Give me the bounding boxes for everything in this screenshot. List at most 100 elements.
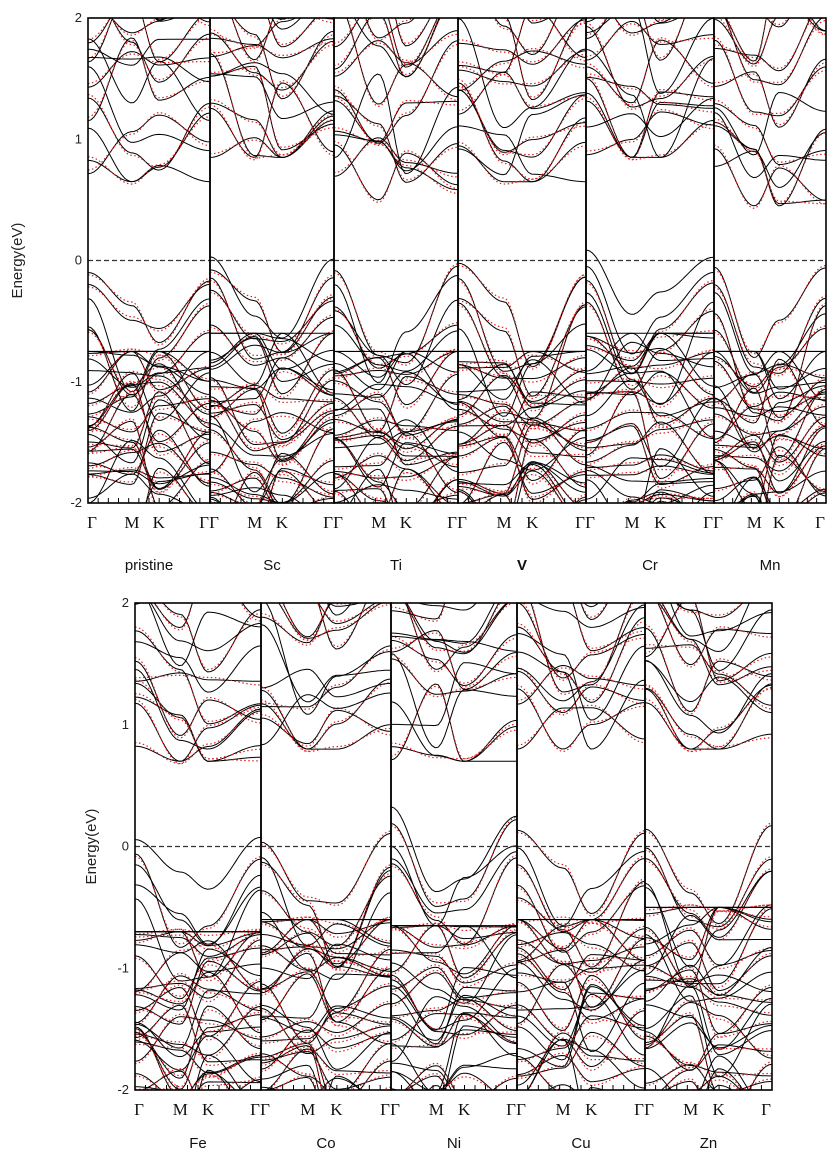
conduction-band (526, 18, 550, 24)
valence-band-spin-down (88, 348, 210, 394)
valence-band (665, 1063, 772, 1090)
valence-band-spin-down (88, 418, 210, 503)
valence-band (586, 411, 714, 440)
k-point-label: Γ (634, 1100, 644, 1119)
conduction-band (334, 137, 458, 177)
valence-band-spin-down (391, 951, 517, 988)
valence-band (261, 973, 391, 1019)
conduction-band-spin-down (210, 18, 294, 54)
valence-band (714, 291, 826, 374)
k-point-label: M (247, 513, 262, 532)
conduction-band (458, 50, 586, 87)
valence-band-spin-down (586, 364, 714, 429)
valence-band-spin-down (469, 467, 567, 503)
conduction-band (334, 100, 458, 143)
valence-band (135, 1021, 261, 1058)
valence-band-spin-down (391, 964, 517, 1002)
valence-band (696, 1075, 742, 1090)
valence-band-spin-down (261, 946, 391, 996)
k-point-label: Γ (644, 1100, 654, 1119)
y-tick-label: 1 (75, 131, 82, 146)
conduction-band-spin-down (405, 603, 501, 652)
valence-band-spin-down (261, 970, 391, 1043)
panel-cr: Γ M K Γ Cr (585, 17, 715, 574)
valence-band-spin-down (645, 1101, 772, 1130)
conduction-band-spin-down (261, 603, 330, 646)
panel-label: Cu (571, 1135, 590, 1152)
k-point-label: Γ (134, 1100, 144, 1119)
conduction-band-spin-down (586, 74, 714, 161)
valence-band-spin-down (334, 417, 458, 439)
valence-band-spin-down (261, 916, 391, 958)
valence-band (334, 350, 458, 378)
valence-band (261, 857, 391, 969)
valence-band (586, 419, 714, 449)
conduction-band (645, 660, 772, 714)
conduction-band-spin-down (458, 0, 586, 6)
valence-band (135, 1035, 261, 1083)
valence-band (517, 931, 645, 972)
valence-band (586, 457, 714, 500)
conduction-band-spin-down (458, 85, 586, 156)
panel-label: V (517, 557, 527, 574)
valence-band-spin-down (334, 432, 458, 461)
valence-band-spin-down (586, 337, 714, 370)
valence-band (714, 516, 826, 587)
valence-band (706, 1068, 744, 1090)
k-point-label: Γ (87, 513, 97, 532)
conduction-band-spin-down (458, 22, 586, 63)
k-point-label: Γ (260, 1100, 270, 1119)
conduction-band (334, 126, 458, 172)
valence-band (261, 1051, 391, 1090)
valence-band-spin-down (135, 1075, 261, 1090)
valence-band-spin-down (458, 354, 586, 371)
conduction-band (274, 18, 288, 20)
conduction-band (326, 603, 352, 616)
conduction-band (391, 634, 517, 687)
valence-band (623, 491, 682, 503)
panel-bands (586, 18, 714, 503)
y-tick-label: 2 (75, 10, 82, 25)
conduction-band-spin-down (261, 648, 391, 710)
conduction-band (458, 94, 586, 176)
valence-band (714, 476, 826, 503)
valence-band-spin-down (645, 905, 772, 989)
valence-band-spin-down (574, 496, 586, 503)
k-point-label: M (429, 1100, 444, 1119)
valence-band-spin-down (210, 470, 319, 503)
k-point-label: Γ (815, 513, 825, 532)
panel-label: Ni (447, 1135, 461, 1152)
valence-band (210, 496, 222, 503)
panel-sc: Γ M K Γ Sc (209, 17, 335, 574)
valence-band (714, 448, 826, 503)
conduction-band (111, 18, 210, 83)
valence-band-spin-down (391, 922, 517, 983)
valence-band (88, 442, 210, 484)
conduction-band (135, 668, 261, 750)
k-point-label: Γ (390, 1100, 400, 1119)
valence-band-spin-down (334, 452, 443, 503)
conduction-band-spin-down (334, 127, 458, 194)
valence-band (714, 355, 826, 388)
valence-band (261, 919, 391, 951)
panel-label: Ti (390, 557, 402, 574)
conduction-band (88, 18, 210, 63)
conduction-band-spin-down (586, 23, 714, 58)
valence-band (334, 350, 458, 391)
conduction-band (586, 97, 714, 138)
conduction-band-spin-down (88, 18, 207, 61)
valence-band (391, 1112, 517, 1121)
valence-band (334, 397, 458, 462)
conduction-band (153, 603, 261, 629)
conduction-band (391, 658, 517, 695)
conduction-band (714, 18, 812, 72)
valence-band (714, 441, 826, 494)
valence-band-spin-down (714, 325, 826, 390)
k-point-label: K (153, 513, 166, 532)
valence-band (517, 1095, 645, 1131)
valence-band-spin-down (261, 864, 391, 970)
valence-band-spin-down (517, 1106, 645, 1133)
valence-band (374, 502, 382, 503)
valence-band (517, 981, 645, 1053)
